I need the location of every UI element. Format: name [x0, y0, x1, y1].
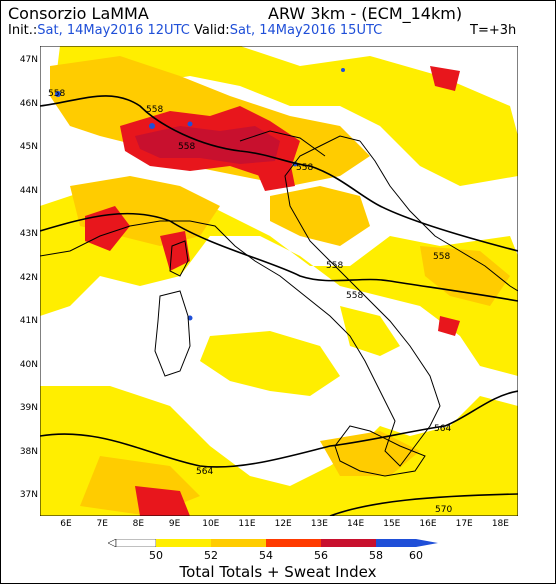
- colorbar-tick-label: 54: [259, 549, 273, 562]
- colorbar-high-arrow: [416, 539, 438, 547]
- colorbar-segment: [156, 539, 211, 547]
- colorbar-tick-label: 60: [409, 549, 423, 562]
- latitude-label: 37N: [19, 490, 38, 500]
- latitude-label: 40N: [19, 359, 38, 370]
- colorbar: [108, 539, 438, 547]
- contour-label: 558: [326, 261, 343, 271]
- contour-label-group: 558 558 558 558 558 558 558 564 564 570: [48, 89, 452, 515]
- colorbar-segment: [376, 539, 416, 547]
- contour-label: 564: [434, 424, 451, 434]
- colorbar-tick-label: 50: [149, 549, 163, 562]
- coastlines: [40, 130, 518, 477]
- longitude-label: 13E: [310, 519, 328, 529]
- longitude-label: 7E: [96, 519, 108, 529]
- weather-map: 558 558 558 558 558 558 558 564 564 570: [40, 46, 518, 516]
- colorbar-tick-label: 56: [314, 549, 328, 562]
- latitude-label: 46N: [19, 98, 38, 109]
- latitude-label: 45N: [19, 142, 38, 152]
- longitude-label: 11E: [238, 519, 256, 529]
- org-title: Consorzio LaMMA: [8, 4, 149, 23]
- valid-time: Sat, 14May2016 15UTC: [229, 23, 383, 38]
- latitude-label: 43N: [19, 229, 38, 239]
- forecast-step: T=+3h: [470, 23, 517, 38]
- contour-label: 564: [196, 467, 213, 477]
- contour-label: 558: [296, 163, 313, 173]
- latitude-label: 38N: [19, 446, 38, 457]
- longitude-label: 10E: [202, 519, 220, 529]
- longitude-label: 8E: [132, 519, 145, 529]
- contour-label: 558: [433, 252, 450, 262]
- colorbar-segment: [211, 539, 266, 547]
- contour-label: 558: [346, 291, 363, 301]
- latitude-label: 39N: [19, 403, 38, 413]
- contour-label: 570: [435, 505, 452, 515]
- colorbar-low-arrow: [108, 539, 117, 547]
- longitude-label: 6E: [60, 519, 72, 529]
- latitude-label: 41N: [19, 316, 38, 326]
- index-56-58-core: [135, 126, 280, 164]
- valid-label: Valid:: [193, 23, 230, 38]
- colorbar-segment: [266, 539, 321, 547]
- latitude-label: 42N: [19, 272, 38, 283]
- longitude-label: 18E: [491, 519, 509, 529]
- longitude-label: 14E: [347, 519, 365, 529]
- init-time: Sat, 14May2016 12UTC: [37, 23, 190, 38]
- longitude-label: 16E: [419, 519, 437, 529]
- longitude-label: 9E: [168, 519, 181, 529]
- contour-label: 558: [146, 105, 163, 115]
- longitude-label: 15E: [383, 519, 401, 529]
- colorbar-tick-label: 52: [204, 549, 218, 562]
- colorbar-tick-label: 58: [369, 549, 383, 562]
- map-caption: Total Totals + Sweat Index: [179, 563, 377, 581]
- init-label: Init.:: [8, 23, 38, 38]
- colorbar-segment: [321, 539, 376, 547]
- colorbar-segment: [115, 539, 157, 547]
- longitude-label: 12E: [274, 519, 292, 529]
- latitude-label: 47N: [19, 55, 38, 65]
- contour-label: 558: [178, 142, 195, 152]
- longitude-label: 17E: [455, 519, 473, 529]
- contour-label: 558: [48, 89, 65, 99]
- latitude-label: 44N: [19, 185, 38, 196]
- model-title: ARW 3km - (ECM_14km): [268, 4, 463, 23]
- run-info: Init.:Sat, 14May2016 12UTC Valid:Sat, 14…: [8, 23, 382, 38]
- geopotential-contours: [40, 95, 518, 516]
